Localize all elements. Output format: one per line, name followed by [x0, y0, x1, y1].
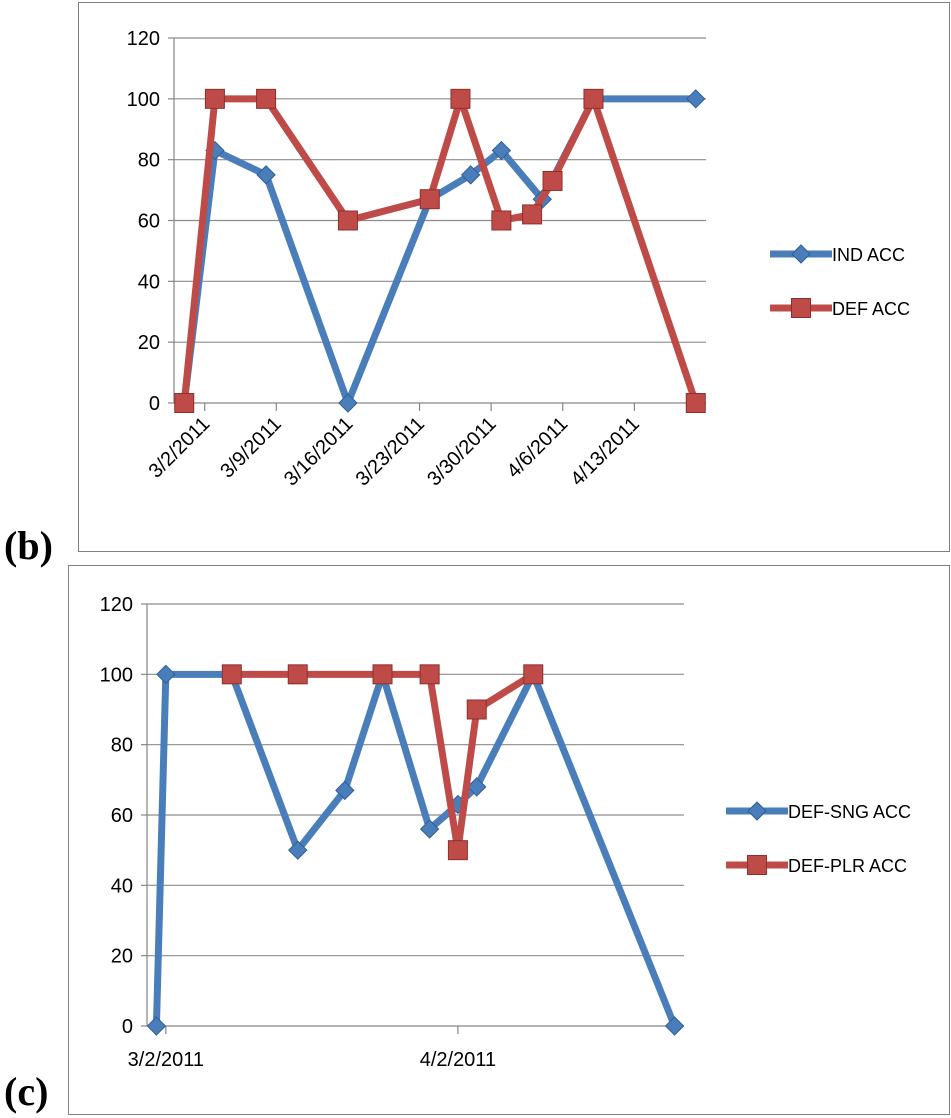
- data-point: [156, 664, 176, 685]
- data-point: [256, 165, 276, 185]
- legend-entry: DEF-PLR ACC: [726, 855, 907, 876]
- data-point: [447, 840, 468, 861]
- panel-label-b: (b): [4, 523, 53, 568]
- legend-entry: IND ACC: [770, 244, 905, 265]
- panel-label-c: (c): [4, 1069, 49, 1114]
- data-point: [522, 204, 543, 225]
- data-point: [204, 88, 225, 109]
- legend-label: DEF ACC: [832, 299, 910, 319]
- y-tick-label: 100: [127, 89, 160, 111]
- y-tick-label: 20: [111, 946, 133, 968]
- data-point: [583, 88, 604, 109]
- data-point: [467, 777, 487, 797]
- legend-label: IND ACC: [832, 245, 905, 265]
- y-tick-label: 80: [111, 735, 133, 757]
- series-def-acc: [174, 88, 706, 413]
- legend-label: DEF-SNG ACC: [788, 802, 911, 822]
- data-point: [466, 699, 487, 720]
- series-def-sng-acc: [146, 664, 685, 1036]
- x-tick-label: 3/2/2011: [128, 1049, 204, 1071]
- data-point: [419, 189, 440, 210]
- y-tick-label: 80: [138, 150, 160, 172]
- data-point: [146, 1016, 167, 1036]
- data-point: [664, 1016, 685, 1036]
- legend-marker: [747, 855, 767, 875]
- data-point: [372, 664, 393, 685]
- legend-marker: [747, 801, 767, 821]
- data-point: [542, 170, 563, 191]
- x-tick-label: 4/2/2011: [420, 1049, 496, 1071]
- data-point: [491, 210, 512, 231]
- series-def-plr-acc: [221, 664, 544, 861]
- legend-marker: [791, 244, 811, 264]
- chart-panel-c: [68, 565, 950, 1115]
- y-tick-label: 40: [138, 271, 160, 293]
- data-point: [419, 819, 440, 839]
- y-tick-label: 120: [127, 28, 160, 50]
- y-tick-label: 40: [111, 875, 133, 897]
- data-point: [174, 393, 195, 413]
- y-tick-label: 0: [149, 393, 160, 415]
- data-point: [450, 88, 471, 109]
- series-line: [152, 670, 678, 1028]
- data-point: [256, 88, 277, 109]
- y-tick-label: 120: [100, 594, 133, 616]
- y-tick-label: 20: [138, 332, 160, 354]
- legend-entry: DEF-SNG ACC: [726, 801, 911, 822]
- data-point: [337, 210, 358, 231]
- data-point: [288, 840, 308, 860]
- data-point: [338, 393, 358, 413]
- data-point: [686, 89, 706, 109]
- data-point: [335, 780, 355, 801]
- y-tick-label: 0: [122, 1016, 133, 1038]
- data-point: [685, 393, 706, 413]
- data-point: [419, 664, 440, 685]
- legend-entry: DEF ACC: [770, 298, 910, 319]
- data-point: [221, 664, 242, 685]
- legend-label: DEF-PLR ACC: [788, 856, 907, 876]
- data-point: [523, 664, 544, 685]
- y-tick-label: 60: [138, 211, 160, 233]
- data-point: [491, 140, 512, 161]
- y-tick-label: 100: [100, 664, 133, 686]
- y-tick-label: 60: [111, 805, 133, 827]
- data-point: [460, 165, 481, 185]
- data-point: [287, 664, 308, 685]
- legend-marker: [791, 298, 811, 318]
